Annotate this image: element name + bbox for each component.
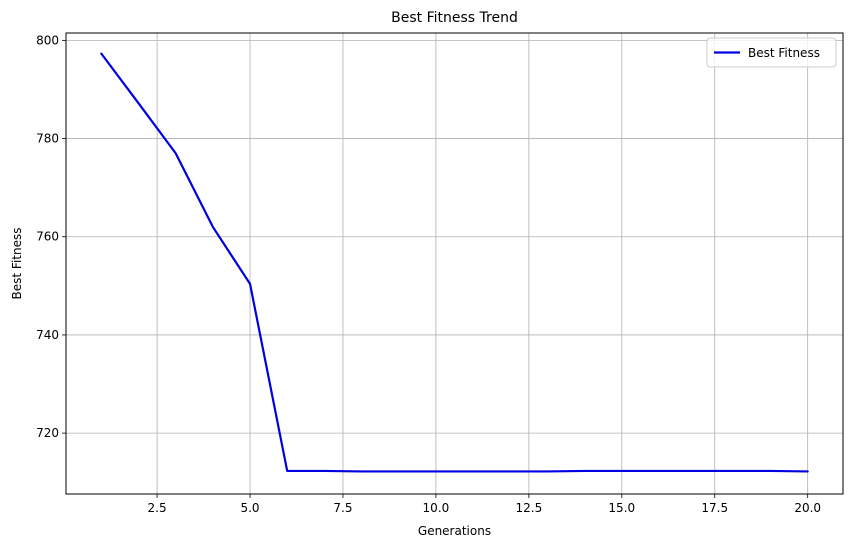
plot-frame <box>65 32 844 495</box>
y-tick-label: 780 <box>36 132 59 146</box>
chart-title: Best Fitness Trend <box>391 10 518 26</box>
y-tick-label: 760 <box>36 230 59 244</box>
ticks: 2.5 5.0 7.5 10.0 12.5 15.0 17.5 20.0 720 740 760 78… <box>36 33 821 515</box>
x-tick-label: 7.5 <box>333 501 352 515</box>
legend: Best Fitness <box>706 37 837 68</box>
y-tick-label: 800 <box>36 33 59 47</box>
series-line-best-fitness <box>100 52 809 473</box>
legend-label-best-fitness: Best Fitness <box>748 46 820 60</box>
y-axis-label: Best Fitness <box>10 228 24 300</box>
x-axis-label: Generations <box>418 524 491 538</box>
x-tick-label: 17.5 <box>701 501 728 515</box>
series-layer <box>100 52 809 473</box>
x-tick-label: 5.0 <box>240 501 259 515</box>
x-tick-label: 15.0 <box>608 501 635 515</box>
y-tick-label: 720 <box>36 426 59 440</box>
x-tick-label: 10.0 <box>423 501 450 515</box>
x-tick-label: 2.5 <box>148 501 167 515</box>
x-tick-label: 20.0 <box>794 501 821 515</box>
legend-box <box>706 37 837 68</box>
y-tick-label: 740 <box>36 328 59 342</box>
x-tick-label: 12.5 <box>515 501 542 515</box>
